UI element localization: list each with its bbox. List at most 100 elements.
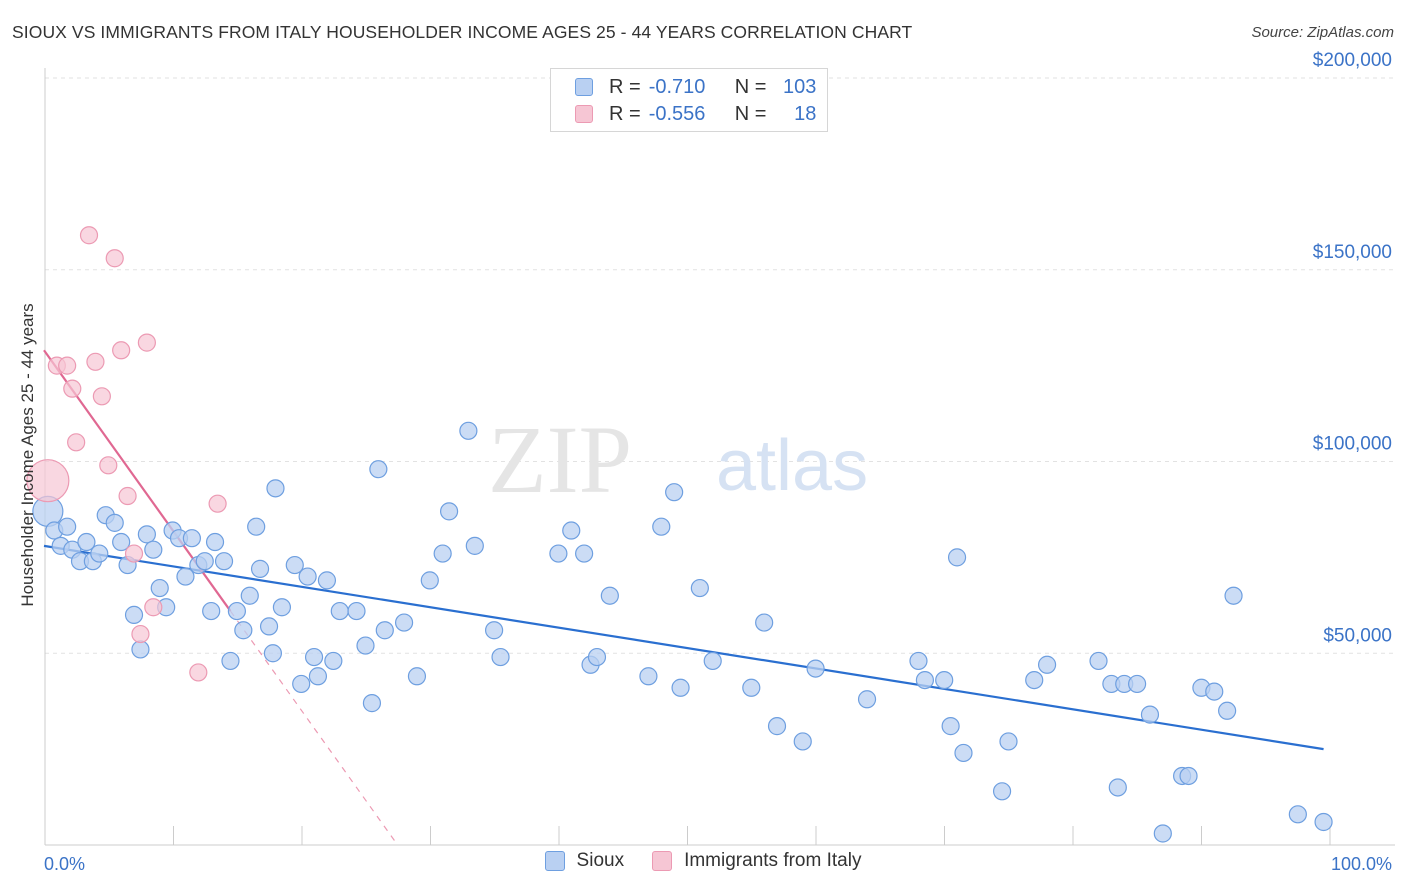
data-points — [26, 226, 1333, 843]
point-italy — [208, 494, 227, 513]
legend-swatch-italy — [652, 851, 673, 871]
y-axis-label: Householder Income Ages 25 - 44 years — [18, 303, 37, 606]
point-sioux — [1314, 812, 1333, 832]
point-sioux — [369, 460, 388, 479]
point-sioux — [330, 601, 349, 621]
point-sioux — [600, 586, 619, 605]
point-sioux — [465, 536, 484, 555]
legend-r-label: R = — [609, 102, 641, 125]
point-sioux — [941, 717, 960, 736]
y-tick-label: $200,000 — [1313, 50, 1392, 71]
point-sioux — [263, 644, 283, 663]
point-sioux — [347, 601, 366, 621]
point-sioux — [665, 483, 684, 502]
point-italy — [137, 333, 156, 352]
trend-line-sioux — [43, 544, 1324, 751]
point-sioux — [356, 636, 375, 655]
point-sioux — [999, 732, 1018, 751]
point-sioux — [375, 621, 394, 640]
point-italy — [79, 226, 99, 245]
point-sioux — [221, 651, 240, 671]
watermark: ZIP atlas — [488, 406, 868, 513]
point-sioux — [439, 502, 459, 521]
point-sioux — [1224, 586, 1243, 605]
point-sioux — [806, 659, 825, 678]
point-sioux — [124, 605, 144, 625]
point-sioux — [947, 548, 967, 567]
correlation-legend: R = -0.710 N = 103 R = -0.556 N = 18 — [550, 68, 828, 132]
legend-r-value: -0.710 — [648, 75, 706, 98]
point-sioux — [1037, 655, 1057, 674]
watermark-zip: ZIP — [488, 406, 632, 513]
point-sioux — [250, 559, 270, 578]
point-sioux — [1153, 824, 1172, 843]
legend-row-sioux: R = -0.710 N = 103 — [575, 75, 816, 99]
point-sioux — [671, 678, 690, 697]
point-sioux — [266, 479, 285, 498]
point-italy — [67, 433, 86, 452]
point-sioux — [575, 544, 594, 563]
point-sioux — [247, 517, 266, 536]
point-sioux — [227, 601, 246, 621]
series-legend: Sioux Immigrants from Italy — [0, 850, 1406, 872]
point-sioux — [58, 517, 77, 536]
point-sioux — [90, 544, 109, 563]
point-sioux — [205, 532, 225, 552]
point-sioux — [259, 617, 279, 636]
point-sioux — [182, 529, 201, 548]
point-sioux — [195, 552, 214, 571]
legend-item-italy[interactable]: Immigrants from Italy — [652, 850, 861, 872]
point-sioux — [485, 621, 504, 640]
x-tick-label: 100.0% — [1331, 854, 1392, 874]
source-label: Source: ZipAtlas.com — [1251, 24, 1394, 41]
point-sioux — [587, 647, 607, 667]
point-sioux — [857, 690, 877, 709]
point-italy — [105, 249, 124, 268]
point-italy — [144, 598, 163, 617]
point-sioux — [285, 555, 304, 575]
point-sioux — [992, 782, 1012, 801]
y-tick-label: $150,000 — [1313, 242, 1392, 263]
point-sioux — [652, 517, 671, 536]
point-sioux — [1205, 682, 1224, 701]
point-sioux — [703, 651, 722, 671]
legend-n-label: N = — [734, 75, 767, 98]
point-sioux — [1025, 670, 1044, 690]
point-italy — [63, 379, 82, 398]
point-sioux — [954, 743, 973, 763]
point-sioux — [214, 552, 234, 571]
point-sioux — [1089, 651, 1108, 671]
chart-title: SIOUX VS IMMIGRANTS FROM ITALY HOUSEHOLD… — [12, 22, 913, 42]
point-sioux — [935, 670, 954, 690]
point-italy — [189, 663, 208, 682]
legend-row-italy: R = -0.556 N = 18 — [575, 102, 816, 126]
point-sioux — [562, 521, 581, 540]
point-sioux — [420, 571, 439, 590]
legend-item-sioux[interactable]: Sioux — [544, 850, 624, 872]
point-sioux — [639, 667, 658, 686]
legend-swatch-sioux — [544, 851, 565, 871]
point-sioux — [394, 613, 414, 632]
point-sioux — [202, 601, 221, 621]
legend-n-value: 18 — [794, 102, 817, 125]
point-sioux — [690, 578, 709, 598]
point-sioux — [407, 667, 427, 686]
point-italy — [58, 356, 77, 375]
y-tick-labels: $50,000 $100,000 $150,000 $200,000 — [1313, 50, 1392, 646]
axes — [44, 68, 1395, 846]
point-sioux — [240, 586, 259, 605]
legend-n-label: N = — [734, 102, 767, 125]
legend-r-label: R = — [609, 75, 641, 98]
point-italy — [118, 486, 137, 506]
y-tick-label: $50,000 — [1323, 625, 1392, 646]
point-italy — [131, 624, 150, 644]
point-sioux — [909, 651, 928, 671]
point-italy — [26, 459, 70, 503]
point-sioux — [1288, 805, 1307, 824]
legend-swatch-italy — [575, 105, 593, 123]
legend-swatch-sioux — [575, 78, 593, 96]
point-sioux — [459, 421, 478, 440]
legend-r-value: -0.556 — [648, 102, 706, 125]
point-sioux — [298, 567, 317, 586]
grid-lines — [45, 77, 1395, 654]
